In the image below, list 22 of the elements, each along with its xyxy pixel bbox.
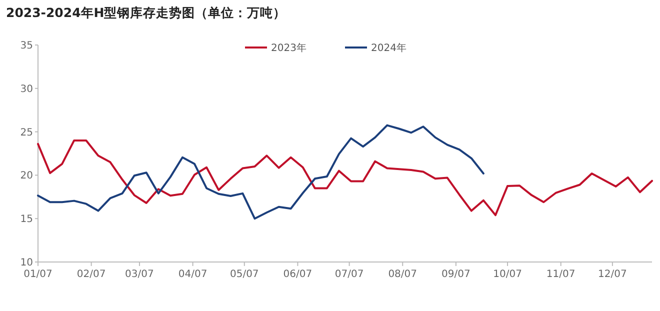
- x-tick-label: 01/07: [24, 269, 52, 280]
- x-tick-label: 09/07: [442, 269, 470, 280]
- x-tick-label: 05/07: [230, 269, 259, 280]
- x-tick-label: 12/07: [598, 269, 627, 280]
- y-tick-label: 15: [20, 214, 33, 226]
- x-tick-label: 07/07: [334, 269, 364, 280]
- x-tick-label: 03/07: [125, 269, 154, 280]
- x-tick-label: 08/07: [388, 269, 418, 280]
- line-series: [37, 124, 484, 220]
- y-tick-label: 20: [20, 170, 33, 182]
- y-tick-label: 10: [20, 258, 33, 268]
- chart-title: 2023-2024年H型钢库存走势图（单位：万吨）: [6, 5, 286, 20]
- x-tick-label: 11/07: [546, 269, 576, 280]
- x-tick-label: 02/07: [76, 269, 106, 280]
- y-tick-label: 30: [20, 84, 33, 95]
- legend-label: 2024年: [371, 42, 406, 54]
- y-tick-label: 35: [20, 40, 33, 52]
- x-tick-label: 06/07: [283, 269, 312, 280]
- legend-label: 2023年: [271, 42, 306, 54]
- x-tick-label: 10/07: [493, 269, 522, 280]
- x-tick-label: 04/07: [178, 269, 208, 280]
- y-tick-label: 25: [20, 127, 33, 138]
